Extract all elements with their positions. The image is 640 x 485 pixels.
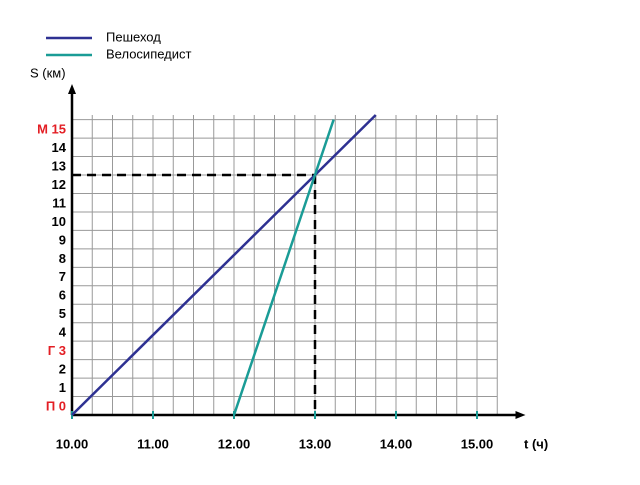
y-tick-label: 2 <box>59 362 66 377</box>
y-axis-arrow <box>68 83 76 94</box>
y-tick-label: 9 <box>59 232 66 247</box>
x-tick-label: 12.00 <box>218 436 251 451</box>
y-tick-label: 5 <box>59 306 66 321</box>
x-tick-label: 13.00 <box>299 436 332 451</box>
x-tick-label: 11.00 <box>137 436 169 451</box>
y-tick-label: 12 <box>52 177 66 192</box>
x-tick-label: 15.00 <box>461 436 494 451</box>
y-tick-label: 7 <box>59 269 66 284</box>
data-line <box>232 119 335 416</box>
y-tick-label: 4 <box>59 325 67 340</box>
y-tick-label: 11 <box>52 195 66 210</box>
y-tick-label: 14 <box>52 140 67 155</box>
y-tick-label: 13 <box>52 158 66 173</box>
x-axis-label: t (ч) <box>524 436 548 451</box>
x-tick-label: 14.00 <box>380 436 413 451</box>
y-tick-label: 6 <box>59 288 66 303</box>
data-line <box>71 114 377 416</box>
x-tick-label: 10.00 <box>56 436 89 451</box>
y-tick-label: П 0 <box>46 398 66 413</box>
legend-label: Пешеход <box>106 29 161 44</box>
y-axis-label: S (км) <box>30 65 66 80</box>
y-tick-label: 1 <box>59 380 66 395</box>
legend-label: Велосипедист <box>106 46 192 61</box>
y-tick-label: М 15 <box>37 122 66 137</box>
y-tick-label: 8 <box>59 251 66 266</box>
y-tick-label: 10 <box>52 214 66 229</box>
x-axis-arrow <box>515 411 526 419</box>
y-tick-label: Г 3 <box>48 343 66 358</box>
